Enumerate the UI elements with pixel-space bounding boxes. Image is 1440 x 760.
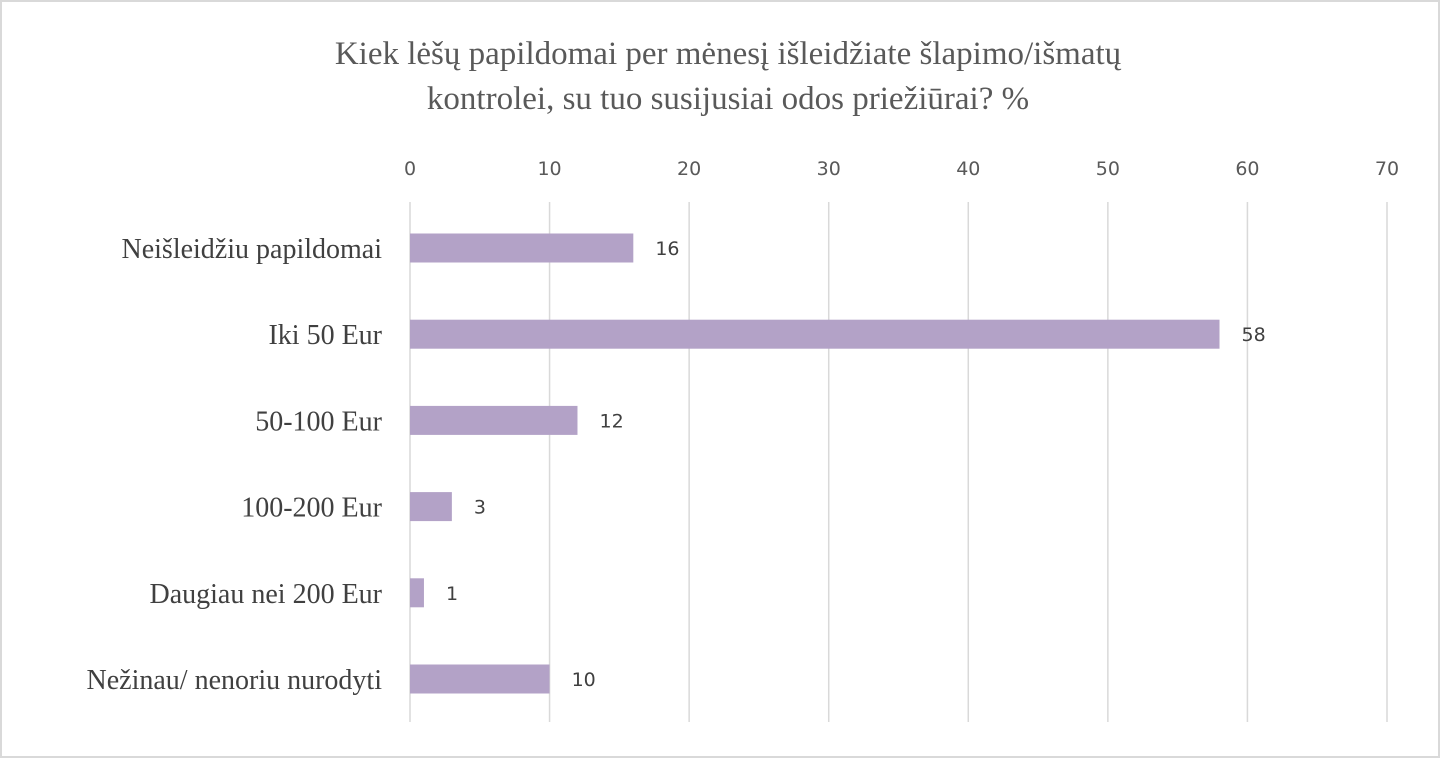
- data-label: 12: [599, 410, 623, 432]
- chart-title: Kiek lėšų papildomai per mėnesį išleidži…: [2, 32, 1440, 122]
- x-tick-label: 30: [817, 158, 841, 180]
- bar: [410, 664, 550, 694]
- chart-title-line-1: Kiek lėšų papildomai per mėnesį išleidži…: [334, 36, 1122, 72]
- bar: [410, 492, 452, 522]
- x-tick-label: 70: [1375, 158, 1399, 180]
- category-label: Iki 50 Eur: [268, 320, 382, 351]
- chart-title-line-2: kontrolei, su tuo susijusiai odos prieži…: [426, 81, 1030, 117]
- x-tick-label: 60: [1235, 158, 1259, 180]
- x-tick-label: 10: [537, 158, 561, 180]
- data-label: 10: [572, 669, 596, 691]
- bar: [410, 319, 1220, 349]
- category-label: 100-200 Eur: [241, 493, 382, 524]
- bar: [410, 578, 424, 608]
- category-label: Nežinau/ nenoriu nurodyti: [87, 665, 383, 696]
- data-label: 58: [1242, 324, 1266, 346]
- data-label: 1: [446, 583, 458, 605]
- data-label: 16: [655, 238, 679, 260]
- category-label: Neišleidžiu papildomai: [122, 234, 383, 265]
- data-label: 3: [474, 497, 486, 519]
- x-tick-label: 50: [1096, 158, 1120, 180]
- x-tick-label: 20: [677, 158, 701, 180]
- bar: [410, 233, 634, 263]
- x-tick-label: 0: [404, 158, 416, 180]
- category-label: 50-100 Eur: [255, 406, 382, 437]
- bar: [410, 405, 578, 435]
- x-tick-label: 40: [956, 158, 980, 180]
- category-label: Daugiau nei 200 Eur: [150, 579, 383, 610]
